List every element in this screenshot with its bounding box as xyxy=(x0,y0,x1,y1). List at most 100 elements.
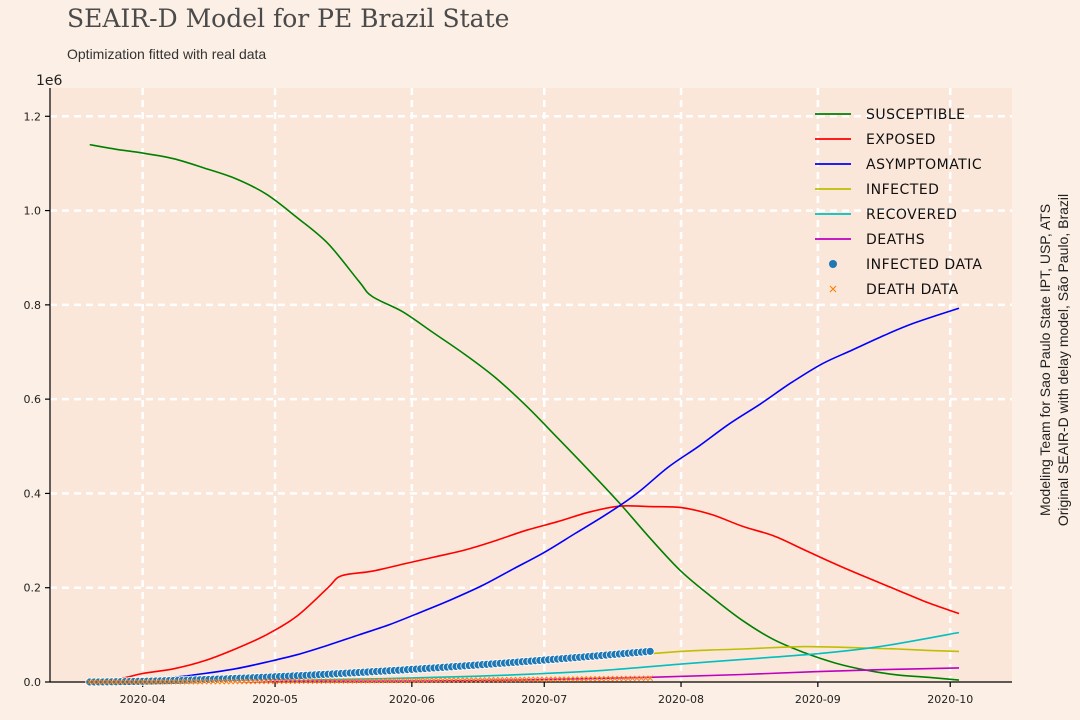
series-exposed xyxy=(89,505,960,683)
y-tick-label: 0.0 xyxy=(24,676,42,689)
series-infected xyxy=(650,645,960,655)
legend-item-infected: INFECTED xyxy=(815,182,939,198)
point-death-data xyxy=(444,677,451,684)
y-tick-label: 0.4 xyxy=(24,487,42,500)
point-death-data xyxy=(285,678,292,685)
point-death-data xyxy=(188,678,195,685)
point-death-data xyxy=(510,676,517,683)
legend: SUSCEPTIBLE EXPOSED ASYMPTOMATIC INFECTED RE… xyxy=(815,107,982,298)
point-death-data xyxy=(166,678,173,685)
point-death-data xyxy=(479,677,486,683)
point-death-data xyxy=(267,678,274,685)
legend-label: ASYMPTOMATIC xyxy=(866,157,982,173)
point-death-data xyxy=(298,678,305,685)
point-death-data xyxy=(417,677,424,684)
point-death-data xyxy=(148,679,155,685)
point-death-data xyxy=(589,675,596,682)
point-death-data xyxy=(130,679,137,685)
point-death-data xyxy=(408,677,415,684)
point-death-data xyxy=(400,677,406,684)
point-death-data xyxy=(435,677,442,684)
point-death-data xyxy=(369,677,375,684)
point-death-data xyxy=(550,676,556,683)
point-death-data xyxy=(272,678,278,685)
point-death-data xyxy=(206,678,212,685)
point-death-data xyxy=(170,678,177,685)
plot-area xyxy=(50,88,1012,682)
legend-item-infected-data: INFECTED DATA xyxy=(829,257,982,273)
point-death-data xyxy=(241,678,248,685)
point-death-data xyxy=(519,676,526,683)
point-death-data xyxy=(563,676,570,682)
side-note-line2: Original SEAIR-D with delay model, São P… xyxy=(1055,194,1071,526)
point-death-data xyxy=(122,679,128,685)
point-death-data xyxy=(572,676,578,682)
point-death-data xyxy=(607,675,614,682)
point-death-data xyxy=(413,677,420,684)
point-death-data xyxy=(219,678,225,685)
point-death-data xyxy=(126,679,133,685)
legend-item-asymptomatic: ASYMPTOMATIC xyxy=(815,157,982,173)
point-death-data xyxy=(197,678,203,685)
y-tick-label: 0.6 xyxy=(24,393,42,406)
x-tick-label: 2020-04 xyxy=(120,693,166,706)
y-tick-label: 0.8 xyxy=(24,299,42,312)
series-infected-data xyxy=(85,646,655,687)
point-death-data xyxy=(161,678,168,685)
chart-title: SEAIR-D Model for PE Brazil State xyxy=(67,4,510,33)
point-death-data xyxy=(276,678,283,685)
point-death-data xyxy=(245,678,252,685)
point-death-data xyxy=(108,679,115,685)
x-tick-label: 2020-08 xyxy=(658,693,704,706)
point-death-data xyxy=(528,676,534,683)
point-death-data xyxy=(439,677,446,684)
point-death-data xyxy=(466,677,473,683)
x-tick-label: 2020-05 xyxy=(252,693,298,706)
point-death-data xyxy=(356,677,362,684)
x-tick-label: 2020-06 xyxy=(389,693,435,706)
y-scale-label: 1e6 xyxy=(36,73,63,89)
point-death-data xyxy=(329,678,336,684)
point-death-data xyxy=(153,679,159,685)
point-infected-data xyxy=(645,646,655,656)
point-death-data xyxy=(453,677,459,683)
point-death-data xyxy=(364,677,371,684)
legend-item-susceptible: SUSCEPTIBLE xyxy=(815,107,965,123)
point-death-data xyxy=(382,677,389,684)
point-death-data xyxy=(404,677,411,684)
point-death-data xyxy=(559,676,565,682)
point-death-data xyxy=(338,678,345,684)
point-death-data xyxy=(506,676,512,683)
legend-label: INFECTED DATA xyxy=(866,257,982,273)
point-death-data xyxy=(395,677,402,684)
point-death-data xyxy=(616,675,623,682)
point-death-data xyxy=(378,677,384,684)
point-death-data xyxy=(91,679,97,685)
line-asymptomatic xyxy=(89,307,960,683)
legend-item-death-data: DEATH DATA xyxy=(829,282,958,298)
legend-label: EXPOSED xyxy=(866,132,936,148)
point-death-data xyxy=(594,675,601,682)
point-death-data xyxy=(139,679,146,685)
point-death-data xyxy=(254,678,261,685)
point-death-data xyxy=(179,678,186,685)
point-death-data xyxy=(263,678,270,685)
legend-item-exposed: EXPOSED xyxy=(815,132,936,148)
point-death-data xyxy=(135,679,142,685)
point-death-data xyxy=(347,678,353,684)
point-death-data xyxy=(333,678,340,684)
point-death-data xyxy=(104,679,111,685)
point-death-data xyxy=(223,678,230,685)
point-death-data xyxy=(576,676,583,682)
point-death-data xyxy=(457,677,464,683)
point-death-data xyxy=(307,678,314,685)
point-death-data xyxy=(183,678,190,685)
point-death-data xyxy=(342,678,349,684)
point-death-data xyxy=(470,677,477,683)
axes: 0.0 0.2 0.4 0.6 0.8 1.0 1.2 2020-04 2020-05 2020-… xyxy=(24,88,1012,706)
point-death-data xyxy=(523,676,530,683)
legend-label: DEATHS xyxy=(866,232,925,248)
legend-label: INFECTED xyxy=(866,182,939,198)
point-death-data xyxy=(320,678,327,684)
point-death-data xyxy=(431,677,437,684)
